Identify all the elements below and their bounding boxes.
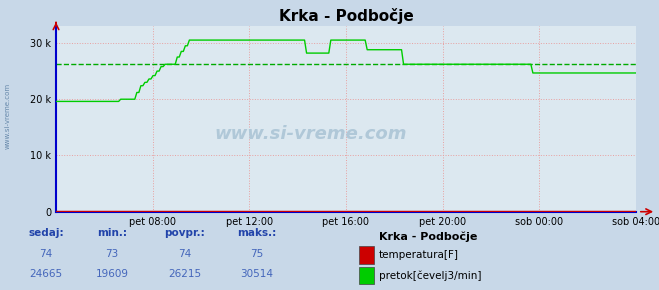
Text: www.si-vreme.com: www.si-vreme.com: [5, 83, 11, 149]
Text: maks.:: maks.:: [237, 228, 277, 238]
Text: 74: 74: [178, 249, 191, 259]
Text: temperatura[F]: temperatura[F]: [379, 250, 459, 260]
Text: sedaj:: sedaj:: [28, 228, 64, 238]
Text: Krka - Podbočje: Krka - Podbočje: [379, 231, 477, 242]
Text: 24665: 24665: [30, 269, 63, 279]
Text: pretok[čevelj3/min]: pretok[čevelj3/min]: [379, 270, 482, 281]
Text: 75: 75: [250, 249, 264, 259]
Text: min.:: min.:: [97, 228, 127, 238]
Text: 73: 73: [105, 249, 119, 259]
Text: 19609: 19609: [96, 269, 129, 279]
Text: 74: 74: [40, 249, 53, 259]
Text: 30514: 30514: [241, 269, 273, 279]
Text: 26215: 26215: [168, 269, 201, 279]
Text: www.si-vreme.com: www.si-vreme.com: [215, 125, 407, 143]
Text: povpr.:: povpr.:: [164, 228, 205, 238]
Title: Krka - Podbočje: Krka - Podbočje: [279, 8, 413, 23]
